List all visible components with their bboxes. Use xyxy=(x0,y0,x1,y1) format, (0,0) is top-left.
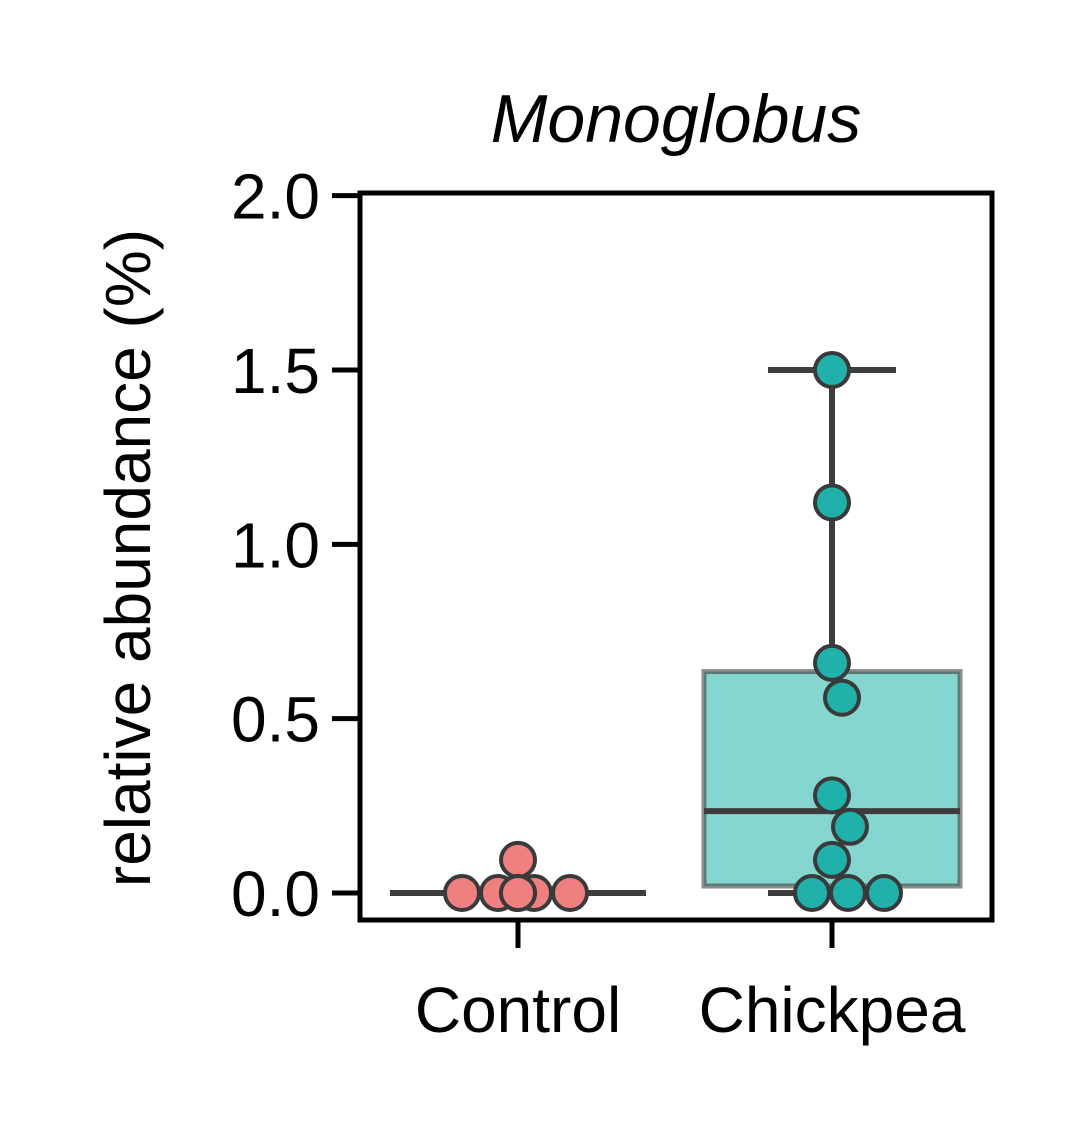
y-tick-label: 0.5 xyxy=(231,684,320,756)
box-chickpea xyxy=(701,367,963,896)
y-tick-label: 1.0 xyxy=(231,509,320,581)
plot-area xyxy=(390,351,963,912)
points-control xyxy=(443,840,589,912)
y-axis-label: relative abundance (%) xyxy=(92,229,164,887)
data-point xyxy=(865,874,903,912)
data-point xyxy=(813,643,851,682)
chart-title: Monoglobus xyxy=(491,81,861,157)
data-point xyxy=(551,874,589,912)
points-chickpea xyxy=(793,351,903,912)
x-tick-label: Control xyxy=(415,974,621,1046)
data-point xyxy=(813,776,851,815)
y-tick-label: 0.0 xyxy=(231,858,320,930)
axes: 0.0 0.5 1.0 1.5 2.0 Control Chickpea xyxy=(231,161,966,1046)
data-point xyxy=(823,678,861,717)
data-point xyxy=(499,874,537,912)
data-point xyxy=(829,874,867,912)
x-tick-label: Chickpea xyxy=(699,974,966,1046)
data-point xyxy=(831,807,869,846)
data-point xyxy=(499,840,537,879)
data-point xyxy=(813,351,851,389)
data-point xyxy=(813,840,851,879)
plot-frame xyxy=(357,190,995,923)
data-point xyxy=(443,874,481,912)
y-tick-label: 1.5 xyxy=(231,335,320,407)
y-tick-label: 2.0 xyxy=(231,161,320,233)
data-point xyxy=(813,483,851,522)
data-point xyxy=(793,874,831,912)
